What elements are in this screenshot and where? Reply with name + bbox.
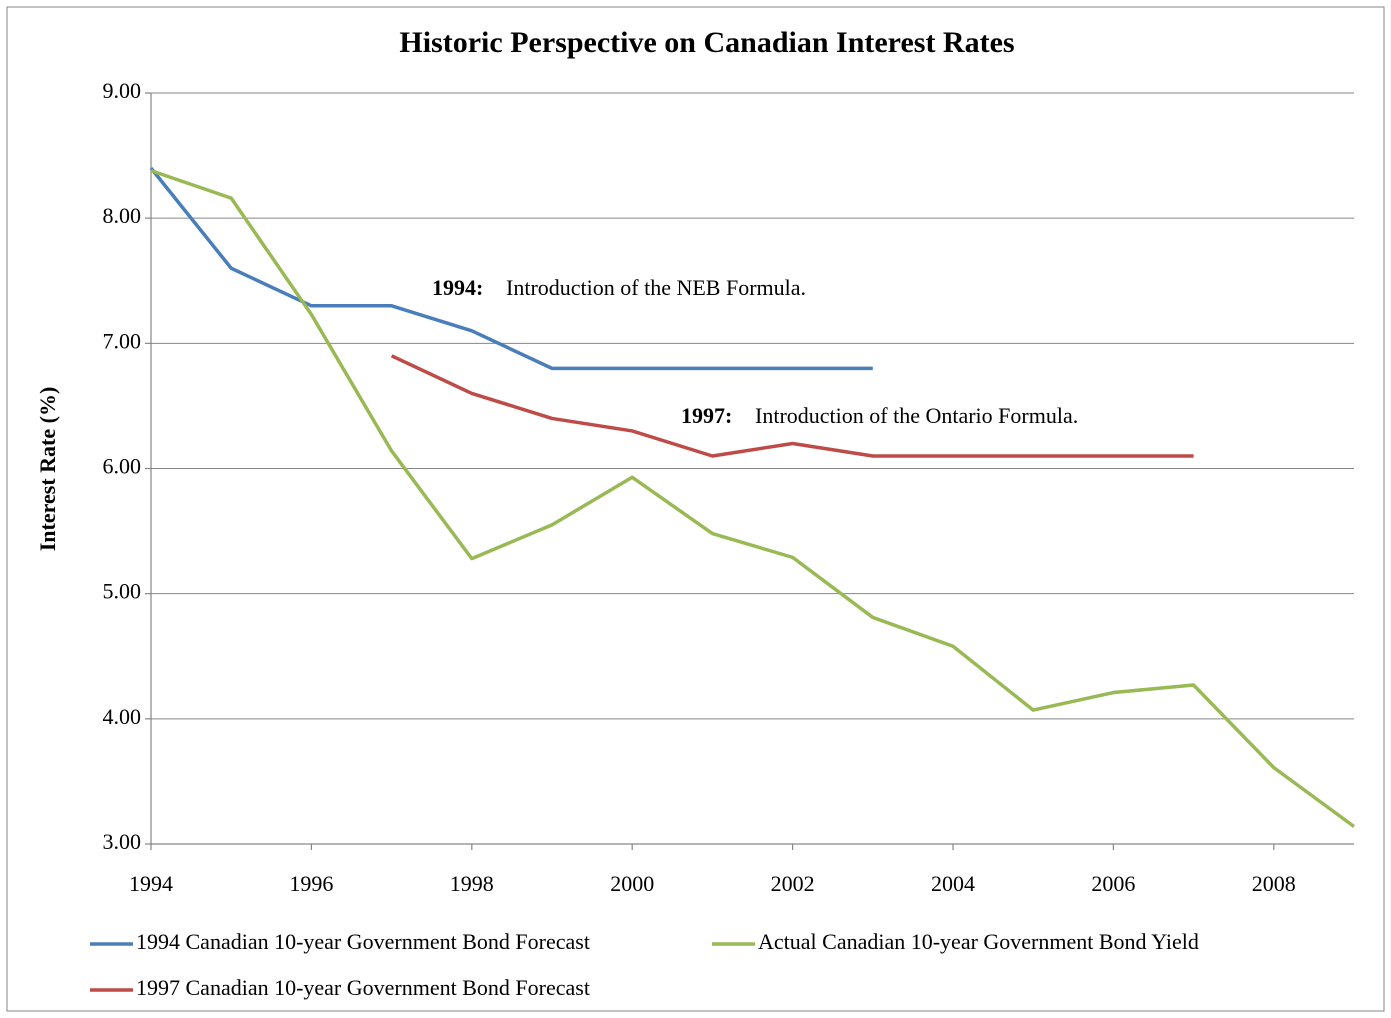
y-tick-label: 8.00 bbox=[103, 203, 142, 228]
chart-title: Historic Perspective on Canadian Interes… bbox=[399, 26, 1014, 59]
x-tick-label: 2004 bbox=[931, 871, 975, 896]
x-tick-label: 1996 bbox=[289, 871, 333, 896]
x-tick-label: 2008 bbox=[1252, 871, 1296, 896]
y-tick-label: 5.00 bbox=[103, 579, 142, 604]
series-line bbox=[390, 354, 1194, 458]
annotation-year: 1997: bbox=[681, 403, 732, 428]
x-tick-label: 2000 bbox=[610, 871, 654, 896]
y-tick-label: 6.00 bbox=[103, 454, 142, 479]
series-line bbox=[149, 167, 873, 371]
y-tick-label: 3.00 bbox=[103, 829, 142, 854]
y-tick-label: 4.00 bbox=[103, 704, 142, 729]
annotation-text: Introduction of the NEB Formula. bbox=[506, 275, 806, 300]
legend-label: 1997 Canadian 10-year Government Bond Fo… bbox=[136, 975, 590, 1000]
annotation-text: Introduction of the Ontario Formula. bbox=[755, 403, 1078, 428]
y-tick-label: 7.00 bbox=[103, 328, 142, 353]
x-tick-label: 1994 bbox=[129, 871, 173, 896]
x-tick-label: 2002 bbox=[771, 871, 815, 896]
y-tick-label: 9.00 bbox=[103, 78, 142, 103]
annotation-year: 1994: bbox=[432, 275, 483, 300]
series-line bbox=[150, 168, 1356, 828]
legend-label: 1994 Canadian 10-year Government Bond Fo… bbox=[136, 929, 590, 954]
x-tick-label: 1998 bbox=[450, 871, 494, 896]
y-axis-label: Interest Rate (%) bbox=[35, 387, 60, 552]
legend-label: Actual Canadian 10-year Government Bond … bbox=[758, 929, 1199, 954]
x-tick-label: 2006 bbox=[1091, 871, 1135, 896]
chart-frame bbox=[6, 6, 1385, 1012]
